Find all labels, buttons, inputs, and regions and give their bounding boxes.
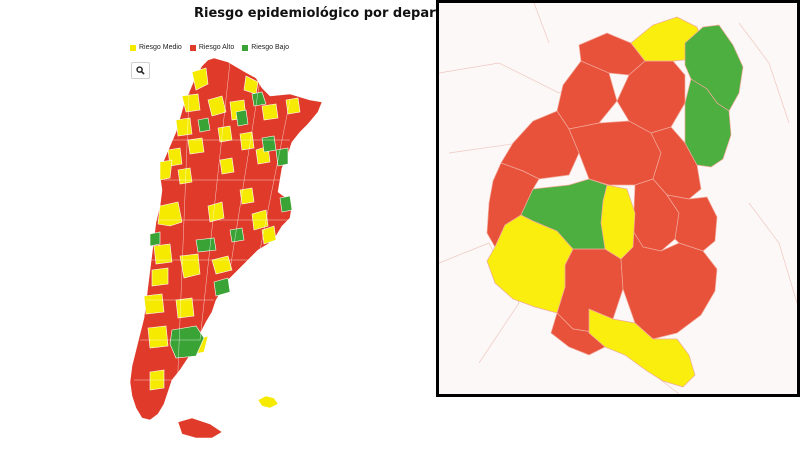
legend-label-alto: Riesgo Alto bbox=[198, 44, 235, 51]
legend-swatch-alto bbox=[189, 44, 196, 51]
legend-item-alto[interactable]: Riesgo Alto bbox=[189, 44, 235, 51]
search-button[interactable] bbox=[131, 62, 150, 79]
map-title: Riesgo epidemiológico por departamento bbox=[194, 6, 498, 21]
inset-departments bbox=[486, 32, 718, 356]
national-map-panel: Riesgo epidemiológico por departamento R… bbox=[0, 0, 498, 450]
search-icon bbox=[136, 66, 145, 75]
legend: Riesgo Medio Riesgo Alto Riesgo Bajo bbox=[130, 44, 289, 51]
province-inset-panel bbox=[436, 0, 800, 397]
inset-internal-borders bbox=[588, 102, 686, 186]
inset-yellow-departments bbox=[486, 16, 704, 388]
legend-label-bajo: Riesgo Bajo bbox=[251, 44, 289, 51]
argentina-map[interactable] bbox=[0, 0, 436, 450]
map-department-borders bbox=[134, 61, 291, 421]
legend-label-medio: Riesgo Medio bbox=[139, 44, 182, 51]
legend-item-medio[interactable]: Riesgo Medio bbox=[130, 44, 182, 51]
legend-swatch-medio bbox=[130, 44, 136, 51]
tierra-del-fuego bbox=[177, 417, 223, 439]
legend-swatch-bajo bbox=[242, 44, 249, 51]
province-inset-map[interactable] bbox=[439, 3, 797, 394]
legend-item-bajo[interactable]: Riesgo Bajo bbox=[242, 44, 289, 51]
malvinas bbox=[257, 395, 279, 409]
